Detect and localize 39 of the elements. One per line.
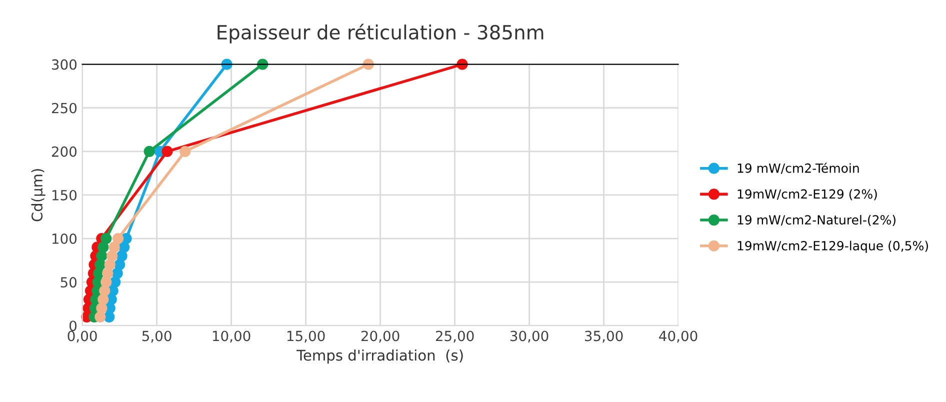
point — [94, 311, 106, 322]
point — [144, 146, 155, 157]
y-tick-label: 250 — [52, 102, 77, 114]
point — [96, 302, 108, 314]
chart-title: Epaisseur de réticulation - 385nm — [218, 24, 544, 44]
legend-label: 19 mW/cm2-Naturel-(2%) — [738, 214, 896, 226]
point — [162, 146, 173, 157]
point — [100, 276, 112, 288]
y-tick-label: 300 — [52, 59, 77, 70]
point — [100, 232, 112, 244]
legend-label: 19mW/cm2-E129 (2%) — [738, 189, 877, 200]
x-tick-label: 35,00 — [584, 330, 623, 343]
point — [180, 146, 191, 157]
x-tick-label: 0,00 — [68, 330, 97, 343]
x-tick-label: 25,00 — [436, 330, 474, 343]
x-tick-label: 20,00 — [361, 330, 400, 343]
legend-label: 19mW/cm2-E129-laque (0,5%) — [738, 240, 928, 253]
y-tick-label: 150 — [52, 190, 77, 200]
point — [98, 294, 109, 306]
point — [98, 242, 109, 253]
x-tick-label: 15,00 — [287, 330, 325, 343]
x-tick-label: 10,00 — [212, 330, 250, 343]
x-tick-label: 5,00 — [142, 330, 172, 343]
y-tick-label: 200 — [52, 146, 77, 157]
point — [112, 232, 124, 244]
y-tick-label: 0 — [70, 320, 77, 332]
y-tick-label: 100 — [52, 233, 77, 244]
x-tick-label: 40,00 — [659, 330, 698, 343]
point — [362, 58, 374, 70]
legend-label: 19 mW/cm2-Témoin — [738, 162, 859, 174]
x-tick-label: 30,00 — [510, 330, 548, 343]
point — [99, 285, 110, 296]
point — [108, 242, 120, 253]
point — [102, 268, 114, 279]
y-tick-label: 50 — [60, 277, 77, 288]
point — [106, 250, 118, 262]
x-axis-title: Temps d'irradiation (s) — [296, 349, 463, 364]
y-axis-title: Cd(µm) — [31, 169, 46, 222]
point — [104, 259, 116, 270]
